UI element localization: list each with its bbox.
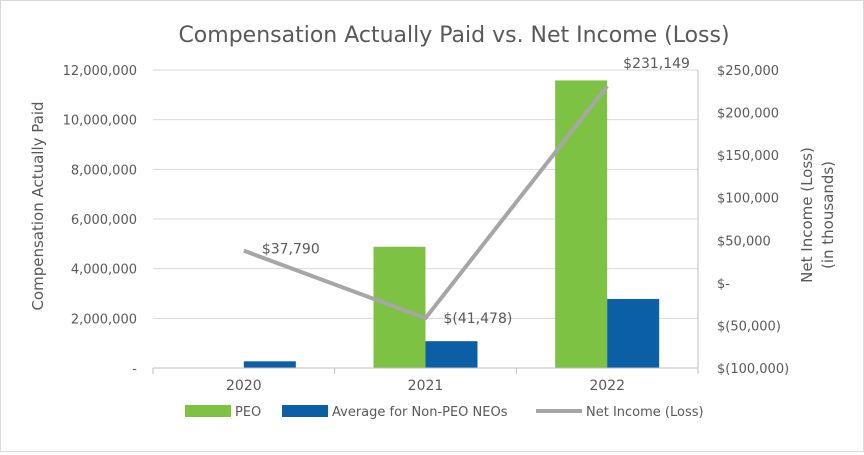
net-income-data-label: $(41,478) [444, 311, 513, 327]
x-tick-label: 2021 [408, 378, 444, 394]
left-tick-label: - [132, 362, 137, 377]
net-income-data-label: $231,149 [623, 56, 690, 72]
legend-label: Net Income (Loss) [586, 405, 704, 420]
right-tick-label: $(100,000) [717, 362, 789, 377]
x-tick-label: 2020 [226, 378, 262, 394]
legend: PEO Average for Non-PEO NEOs Net Income (L… [185, 405, 704, 420]
right-tick-label: $100,000 [717, 192, 779, 207]
non-peo-bar [426, 341, 478, 368]
non-peo-bar [244, 361, 296, 368]
right-axis: $(100,000) $(50,000) $- $50,000 $100,000 $150… [717, 64, 789, 377]
right-tick-label: $200,000 [717, 107, 779, 122]
chart-title: Compensation Actually Paid vs. Net Incom… [178, 23, 729, 48]
left-axis-title: Compensation Actually Paid [29, 101, 47, 310]
right-tick-label: $250,000 [717, 64, 779, 79]
left-axis: - 2,000,000 4,000,000 6,000,000 8,000,000 10,… [63, 64, 138, 377]
non-peo-bar [607, 299, 659, 368]
left-tick-label: 12,000,000 [63, 64, 137, 79]
left-tick-label: 6,000,000 [71, 213, 137, 228]
peo-bar [555, 80, 607, 368]
legend-label: Average for Non-PEO NEOs [332, 405, 508, 420]
left-tick-label: 2,000,000 [71, 312, 137, 327]
right-tick-label: $(50,000) [717, 319, 781, 334]
net-income-data-label: $37,790 [262, 242, 320, 258]
legend-label: PEO [235, 405, 261, 420]
legend-swatch [282, 405, 328, 417]
net-income-line-group: $37,790 $(41,478) $231,149 [244, 56, 690, 327]
left-tick-label: 10,000,000 [63, 114, 137, 129]
left-tick-label: 8,000,000 [71, 163, 137, 178]
legend-swatch [185, 405, 231, 417]
right-axis-title-line1: Net Income (Loss) [798, 147, 816, 283]
right-tick-label: $50,000 [717, 234, 771, 249]
left-tick-label: 4,000,000 [71, 263, 137, 278]
x-tick-label: 2022 [589, 378, 625, 394]
right-tick-label: $150,000 [717, 149, 779, 164]
right-axis-title-line2: (in thousands) [819, 161, 837, 269]
right-tick-label: $- [717, 277, 730, 292]
